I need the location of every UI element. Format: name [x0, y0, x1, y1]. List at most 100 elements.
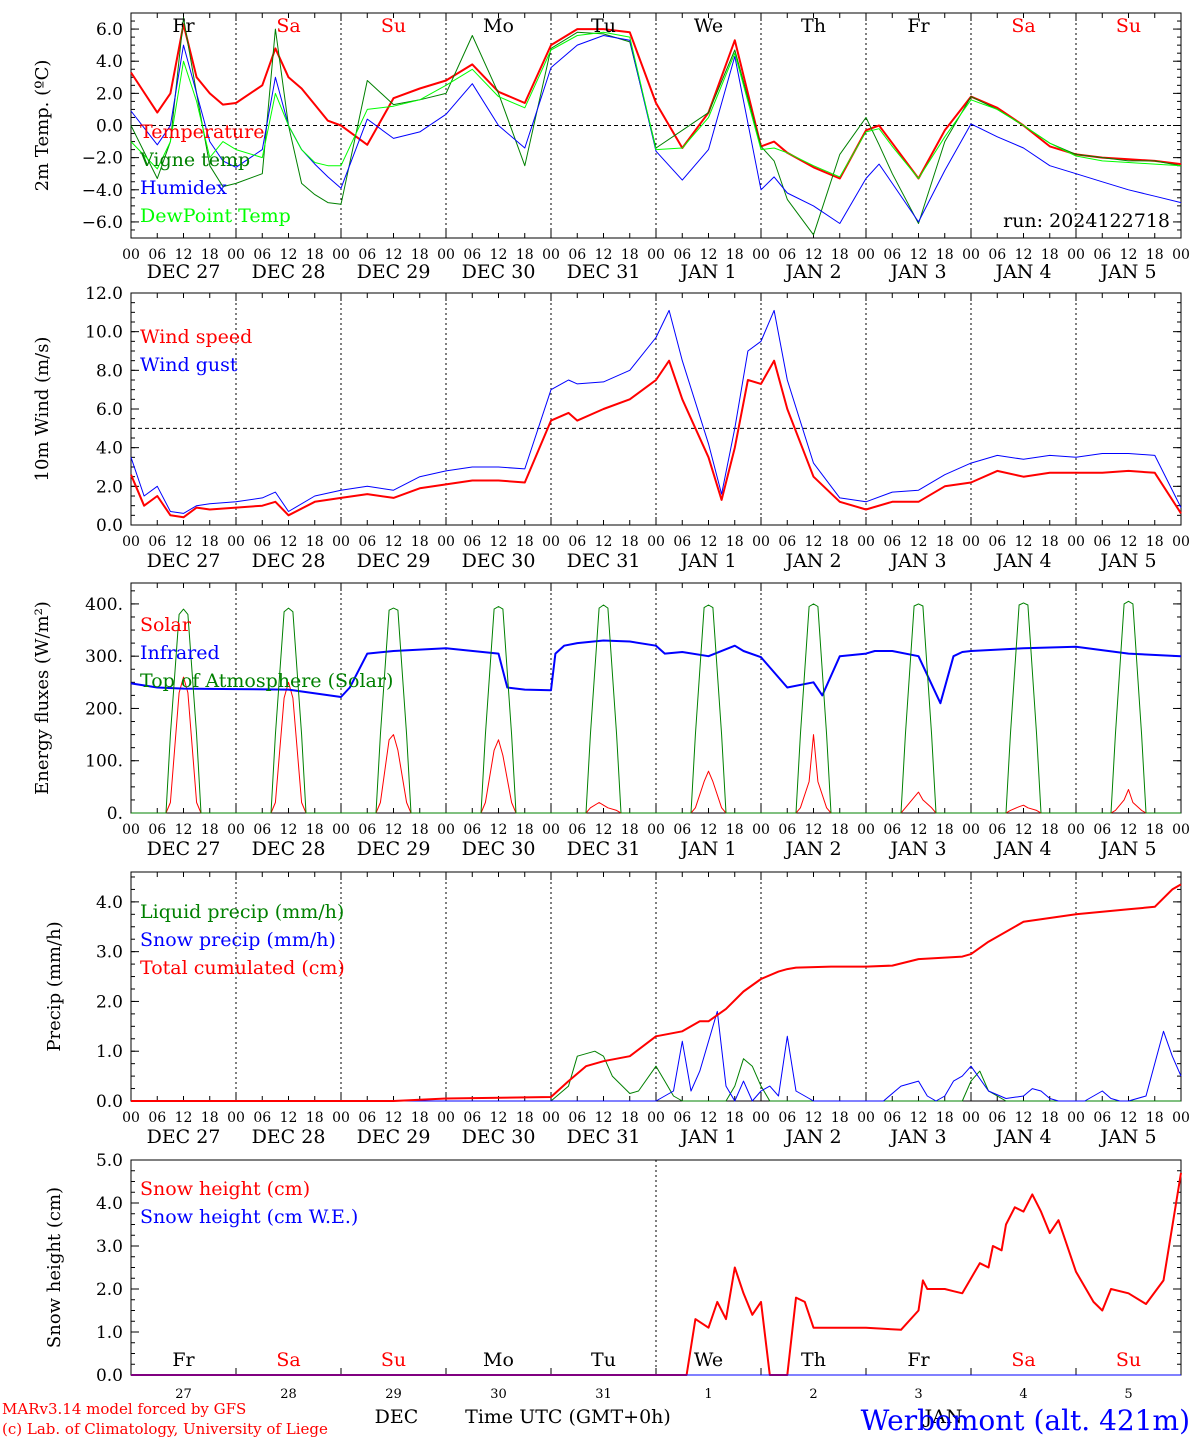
weekday-label: Tu [591, 15, 616, 37]
run-label: run: 2024122718 [1003, 210, 1170, 232]
x-hour-label: 18 [936, 247, 954, 263]
x-hour-label: 06 [568, 247, 586, 263]
x-day-label: JAN 5 [1098, 550, 1156, 572]
x-hour-label: 12 [1015, 247, 1033, 263]
legend-entry: Total cumulated (cm) [140, 957, 345, 979]
x-hour-label: 18 [516, 247, 534, 263]
x-hour-label: 00 [122, 1110, 140, 1126]
x-hour-label: 12 [175, 822, 193, 838]
x-hour-label: 00 [542, 822, 560, 838]
x-hour-label: 18 [516, 1110, 534, 1126]
x-hour-label: 18 [411, 822, 429, 838]
x-day-label: JAN 5 [1098, 261, 1156, 283]
x-hour-label: 12 [280, 822, 298, 838]
x-hour-label: 18 [201, 1110, 219, 1126]
x-hour-label: 00 [857, 822, 875, 838]
legend-entry: Snow height (cm W.E.) [140, 1206, 358, 1228]
x-hour-label: 06 [988, 534, 1006, 550]
time-axis-label: Time UTC (GMT+0h) [465, 1406, 671, 1428]
x-hour-label: 18 [831, 1110, 849, 1126]
x-day-label: DEC 30 [462, 261, 536, 283]
weekday-label: Th [801, 1349, 826, 1371]
x-hour-label: 00 [227, 247, 245, 263]
x-day-label: DEC 27 [147, 838, 221, 860]
x-hour-label: 06 [1093, 1110, 1111, 1126]
y-tick-label: 6.0 [96, 400, 123, 420]
series-line [130, 639, 1182, 705]
x-hour-label: 06 [463, 534, 481, 550]
x-day-label: JAN 5 [1098, 1126, 1156, 1148]
x-hour-label: 00 [647, 247, 665, 263]
weekday-label: Su [1116, 1349, 1141, 1371]
x-hour-label: 00 [1067, 534, 1085, 550]
x-hour-label: 00 [122, 247, 140, 263]
x-hour-label: 12 [1120, 247, 1138, 263]
x-day-label: DEC 31 [567, 261, 641, 283]
x-day-label: DEC 31 [567, 1126, 641, 1148]
x-hour-label: 12 [595, 247, 613, 263]
y-tick-label: 1.0 [96, 1042, 123, 1062]
weekday-label: We [694, 1349, 723, 1371]
x-hour-label: 12 [385, 247, 403, 263]
x-hour-label: 06 [463, 247, 481, 263]
x-hour-label: 12 [910, 247, 928, 263]
legend-entry: Snow height (cm) [140, 1178, 310, 1200]
y-tick-label: 6.0 [96, 20, 123, 40]
x-hour-label: 12 [385, 822, 403, 838]
weekday-label: Sa [1011, 15, 1035, 37]
x-hour-label: 18 [201, 534, 219, 550]
y-tick-label: 0.0 [96, 1366, 123, 1386]
x-day-label: JAN 1 [678, 1126, 736, 1148]
x-hour-label: 12 [595, 534, 613, 550]
weekday-label: Sa [1011, 1349, 1035, 1371]
x-day-label: DEC 27 [147, 1126, 221, 1148]
x-hour-label: 12 [805, 822, 823, 838]
x-hour-label: 00 [1172, 247, 1190, 263]
x-hour-label: 12 [175, 1110, 193, 1126]
x-hour-label: 06 [673, 247, 691, 263]
x-hour-label: 12 [175, 534, 193, 550]
x-day-label: JAN 4 [993, 838, 1051, 860]
bottom-day-number: 29 [385, 1387, 402, 1402]
y-axis-label: Energy fluxes (W/m²) [32, 601, 53, 795]
x-hour-label: 18 [411, 1110, 429, 1126]
weekday-label: Tu [591, 1349, 616, 1371]
x-day-label: DEC 31 [567, 550, 641, 572]
credit-line: (c) Lab. of Climatology, University of L… [2, 1420, 328, 1438]
x-hour-label: 12 [700, 247, 718, 263]
x-hour-label: 18 [516, 822, 534, 838]
series-line [131, 1050, 1181, 1102]
x-hour-label: 12 [595, 822, 613, 838]
x-hour-label: 00 [437, 1110, 455, 1126]
series-line [131, 883, 1182, 1102]
x-hour-label: 00 [332, 534, 350, 550]
series-line [131, 600, 1181, 814]
x-hour-label: 00 [542, 247, 560, 263]
x-hour-label: 06 [253, 534, 271, 550]
bottom-day-number: 28 [280, 1387, 297, 1402]
x-hour-label: 06 [1093, 247, 1111, 263]
x-day-label: JAN 3 [888, 261, 946, 283]
series-line [130, 31, 1182, 179]
x-hour-label: 00 [752, 534, 770, 550]
y-tick-label: 12.0 [85, 284, 123, 304]
x-hour-label: 18 [411, 247, 429, 263]
y-tick-label: −6.0 [82, 213, 123, 233]
x-day-label: JAN 4 [993, 1126, 1051, 1148]
x-hour-label: 18 [1041, 534, 1059, 550]
x-day-label: JAN 2 [783, 1126, 841, 1148]
x-hour-label: 12 [595, 1110, 613, 1126]
legend-entry: Temperature [140, 121, 264, 143]
y-tick-label: 0. [107, 804, 123, 824]
x-hour-label: 06 [358, 1110, 376, 1126]
x-hour-label: 12 [910, 534, 928, 550]
x-hour-label: 18 [201, 822, 219, 838]
x-hour-label: 06 [883, 822, 901, 838]
x-day-label: DEC 28 [252, 838, 326, 860]
x-hour-label: 18 [306, 1110, 324, 1126]
x-hour-label: 12 [1015, 1110, 1033, 1126]
x-hour-label: 12 [1120, 822, 1138, 838]
x-hour-label: 00 [962, 1110, 980, 1126]
x-hour-label: 00 [962, 822, 980, 838]
